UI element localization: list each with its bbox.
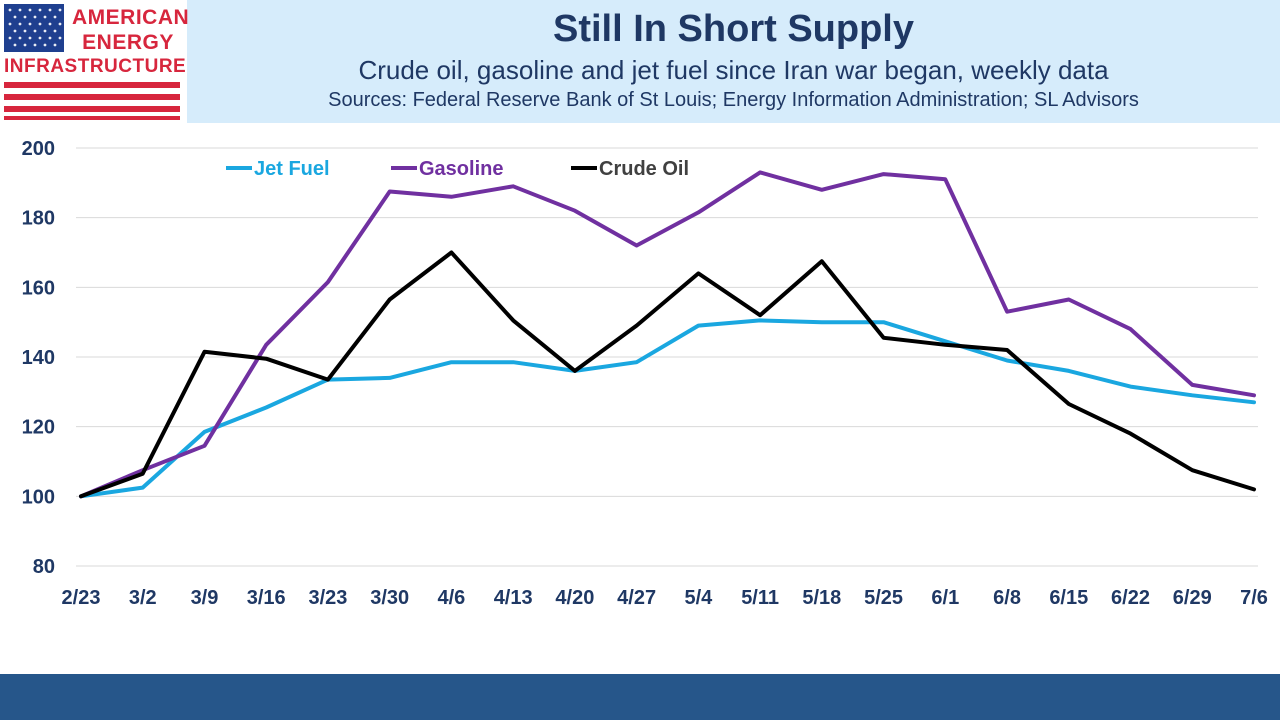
- series-lines: [79, 170, 1256, 499]
- logo-text-energy: ENERGY: [82, 31, 174, 54]
- x-tick-label: 6/8: [993, 587, 1021, 609]
- y-tick-label: 180: [22, 208, 55, 230]
- x-tick-label: 5/4: [684, 587, 713, 609]
- x-tick-label: 5/11: [741, 587, 779, 609]
- y-axis: 80 100 120 140 160 180 200: [22, 138, 55, 578]
- line-chart: 80 100 120 140 160 180 200 2/23 3/2 3/9 3/16 3/23 3…: [22, 138, 1268, 609]
- x-tick-label: 4/20: [555, 587, 594, 609]
- y-tick-label: 140: [22, 347, 55, 369]
- legend-label: Crude Oil: [599, 158, 689, 180]
- x-axis: 2/23 3/2 3/9 3/16 3/23 3/30 4/6 4/13 4/20 4/27 5/4…: [62, 587, 1268, 609]
- y-tick-label: 100: [22, 486, 55, 508]
- company-logo: AMERICAN ENERGY INFRASTRUCTURE: [0, 0, 190, 123]
- x-tick-label: 7/6: [1240, 587, 1268, 609]
- x-tick-label: 3/9: [191, 587, 219, 609]
- y-tick-label: 120: [22, 417, 55, 439]
- legend: Jet Fuel Gasoline Crude Oil: [226, 158, 689, 180]
- y-tick-label: 200: [22, 138, 55, 160]
- series-line: [79, 250, 1256, 499]
- x-tick-label: 6/22: [1111, 587, 1150, 609]
- x-tick-label: 3/2: [129, 587, 157, 609]
- flag-icon: [4, 4, 180, 120]
- chart-title: Still In Short Supply: [553, 8, 914, 50]
- header-band: [187, 0, 1280, 123]
- x-tick-label: 3/30: [370, 587, 409, 609]
- x-tick-label: 4/13: [494, 587, 533, 609]
- legend-label: Jet Fuel: [254, 158, 330, 180]
- x-tick-label: 6/15: [1049, 587, 1088, 609]
- x-tick-label: 6/29: [1173, 587, 1212, 609]
- x-tick-label: 3/16: [247, 587, 286, 609]
- x-tick-label: 2/23: [62, 587, 101, 609]
- chart-sources: Sources: Federal Reserve Bank of St Loui…: [328, 89, 1139, 111]
- logo-text-american: AMERICAN: [72, 6, 190, 29]
- series-line: [79, 170, 1256, 499]
- x-tick-label: 5/18: [802, 587, 841, 609]
- gridlines: [76, 147, 1258, 567]
- footer-band: [0, 674, 1280, 720]
- x-tick-label: 6/1: [931, 587, 959, 609]
- y-tick-label: 80: [33, 556, 55, 578]
- x-tick-label: 3/23: [308, 587, 347, 609]
- logo-text-infrastructure: INFRASTRUCTURE: [4, 56, 187, 77]
- y-tick-label: 160: [22, 277, 55, 299]
- chart-subtitle: Crude oil, gasoline and jet fuel since I…: [358, 55, 1109, 85]
- x-tick-label: 5/25: [864, 587, 903, 609]
- x-tick-label: 4/6: [438, 587, 466, 609]
- legend-label: Gasoline: [419, 158, 503, 180]
- series-line: [79, 318, 1256, 499]
- x-tick-label: 4/27: [617, 587, 656, 609]
